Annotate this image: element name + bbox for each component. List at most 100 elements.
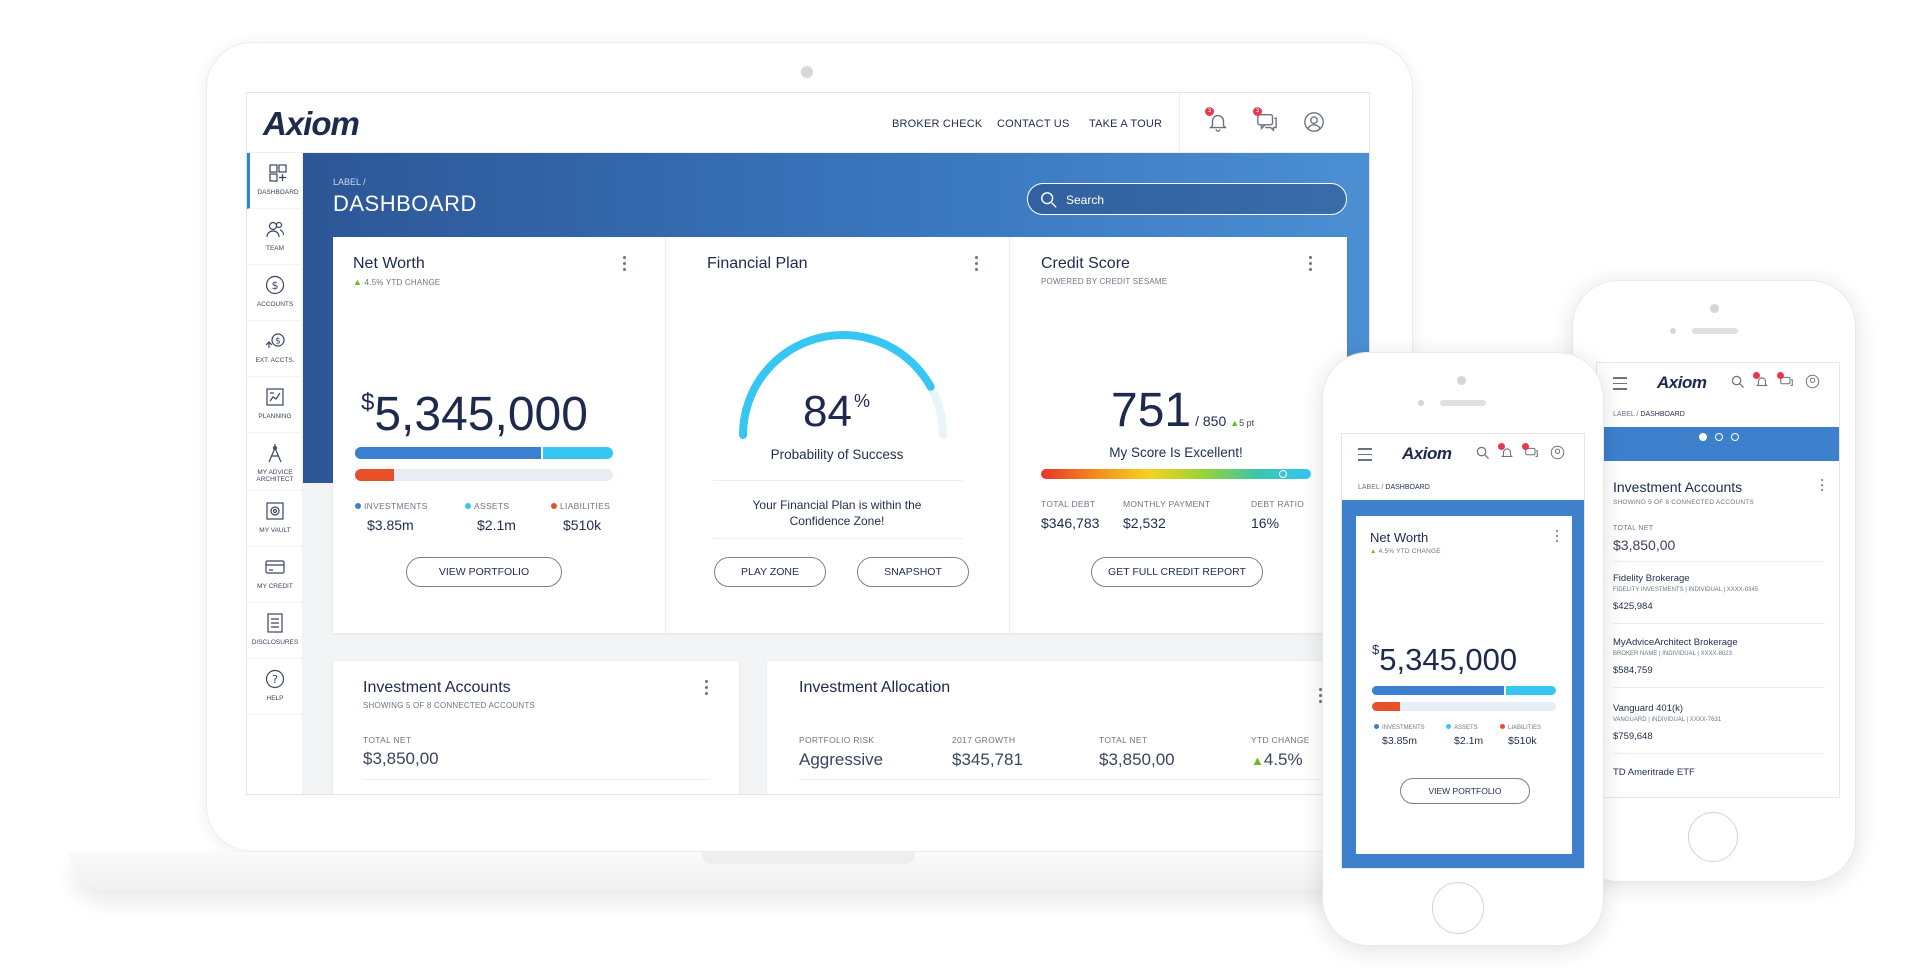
sidebar-label-disclosures: DISCLOSURES bbox=[251, 639, 299, 646]
plan-divider bbox=[713, 538, 963, 539]
sidebar-item-dashboard[interactable]: DASHBOARD bbox=[247, 153, 303, 209]
sidebar-item-credit[interactable]: MY CREDIT bbox=[247, 547, 303, 603]
mobile-net-worth-menu-icon[interactable] bbox=[1556, 530, 1560, 545]
mobile-breadcrumb[interactable]: LABEL / DASHBOARD bbox=[1358, 484, 1430, 491]
carousel-header bbox=[1597, 427, 1839, 461]
net-worth-assets-bar bbox=[355, 447, 613, 459]
messages-icon[interactable]: 3 bbox=[1253, 107, 1279, 135]
mobile-liabilities-bar bbox=[1372, 702, 1556, 711]
desktop-app-screen: Axiom BROKER CHECK CONTACT US TAKE A TOU… bbox=[246, 92, 1370, 795]
team-icon bbox=[266, 221, 285, 238]
account-row-myadvicearchitect[interactable]: MyAdviceArchitect Brokerage BROKER NAME … bbox=[1613, 637, 1738, 676]
top-bar: Axiom BROKER CHECK CONTACT US TAKE A TOU… bbox=[247, 93, 1369, 153]
carousel-dot[interactable] bbox=[1460, 846, 1468, 854]
sidebar-label-vault: MY VAULT bbox=[259, 527, 291, 534]
credit-score-value: 751/ 850 ▲5 pt bbox=[1111, 384, 1255, 437]
sidebar-item-disclosures[interactable]: DISCLOSURES bbox=[247, 603, 303, 659]
mobile-legend-assets: ASSETS $2.1m bbox=[1446, 724, 1483, 747]
sidebar-label-advice-architect: MY ADVICE ARCHITECT bbox=[256, 469, 294, 483]
sidebar-item-team[interactable]: TEAM bbox=[247, 209, 303, 265]
nav-contact-us[interactable]: CONTACT US bbox=[997, 118, 1070, 130]
sidebar-item-planning[interactable]: PLANNING bbox=[247, 377, 303, 433]
investment-accounts-menu-icon[interactable] bbox=[705, 680, 709, 698]
search-input[interactable]: Search bbox=[1027, 183, 1347, 215]
row-divider bbox=[1613, 561, 1825, 562]
phone-right-home-button bbox=[1688, 812, 1738, 862]
dashboard-icon bbox=[269, 164, 287, 182]
assets-dot bbox=[465, 503, 471, 509]
financial-plan-menu-icon[interactable] bbox=[975, 256, 979, 274]
mobile-logo[interactable]: Axiom bbox=[1402, 444, 1452, 463]
nav-take-a-tour[interactable]: TAKE A TOUR bbox=[1089, 118, 1163, 130]
sidebar-item-vault[interactable]: MY VAULT bbox=[247, 491, 303, 547]
get-credit-report-button[interactable]: GET FULL CREDIT REPORT bbox=[1091, 557, 1263, 587]
financial-plan-title: Financial Plan bbox=[707, 255, 808, 272]
user-avatar-icon[interactable] bbox=[1303, 111, 1327, 135]
view-portfolio-button[interactable]: VIEW PORTFOLIO bbox=[406, 557, 562, 587]
breadcrumb[interactable]: LABEL / bbox=[333, 177, 366, 187]
sidebar-nav: DASHBOARD TEAM $ ACCOUNTS $ EXT. ACCTS. … bbox=[247, 153, 303, 794]
logo[interactable]: Axiom bbox=[263, 105, 360, 142]
legend-assets: ASSETS $2.1m bbox=[465, 501, 545, 533]
mobile-legend-investments: INVESTMENTS $3.85m bbox=[1374, 724, 1425, 747]
search-icon[interactable] bbox=[1476, 446, 1490, 460]
credit-score-title: Credit Score bbox=[1041, 255, 1130, 272]
phone-front-home-button bbox=[1432, 882, 1484, 934]
sidebar-label-credit: MY CREDIT bbox=[257, 583, 293, 590]
notification-badge: 3 bbox=[1205, 107, 1214, 116]
phone-front-speaker bbox=[1440, 400, 1486, 406]
hamburger-menu-icon[interactable] bbox=[1358, 448, 1372, 461]
mobile-breadcrumb[interactable]: LABEL / DASHBOARD bbox=[1613, 411, 1685, 418]
sidebar-item-advice-architect[interactable]: MY ADVICE ARCHITECT bbox=[247, 433, 303, 491]
total-debt-stat: TOTAL DEBT $346,783 bbox=[1041, 499, 1100, 531]
legend-liabilities: LIABILITIES $510k bbox=[551, 501, 641, 533]
sidebar-item-help[interactable]: ? HELP bbox=[247, 659, 303, 715]
messages-icon[interactable] bbox=[1779, 375, 1794, 389]
mobile-net-worth-amount: $5,345,000 bbox=[1372, 642, 1518, 677]
sidebar-label-ext-accts: EXT. ACCTS. bbox=[255, 357, 295, 364]
credit-card-icon bbox=[265, 560, 285, 574]
search-icon[interactable] bbox=[1731, 375, 1745, 389]
account-row-vanguard[interactable]: Vanguard 401(k) VANGUARD | INDIVIDUAL | … bbox=[1613, 703, 1722, 742]
account-row-fidelity[interactable]: Fidelity Brokerage FIDELITY INVESTMENTS … bbox=[1613, 573, 1759, 612]
account-row-td-ameritrade[interactable]: TD Ameritrade ETF bbox=[1613, 767, 1695, 778]
svg-text:?: ? bbox=[272, 673, 278, 686]
carousel-dot-active[interactable] bbox=[1699, 433, 1707, 441]
mobile-total-net-value: $3,850,00 bbox=[1613, 537, 1676, 553]
investment-accounts-card: Investment Accounts SHOWING 5 OF 8 CONNE… bbox=[333, 661, 739, 794]
credit-score-menu-icon[interactable] bbox=[1309, 256, 1313, 274]
bell-icon[interactable]: 3 bbox=[1205, 107, 1231, 135]
svg-text:$: $ bbox=[275, 337, 281, 347]
carousel-dot[interactable] bbox=[1731, 433, 1739, 441]
portfolio-risk-stat: PORTFOLIO RISK Aggressive bbox=[799, 735, 884, 769]
net-worth-menu-icon[interactable] bbox=[623, 256, 627, 274]
carousel-dot-active[interactable] bbox=[1444, 846, 1452, 854]
carousel-dot[interactable] bbox=[1476, 846, 1484, 854]
play-zone-button[interactable]: PLAY ZONE bbox=[714, 557, 826, 587]
bell-icon[interactable] bbox=[1755, 375, 1769, 389]
mobile-view-portfolio-button[interactable]: VIEW PORTFOLIO bbox=[1400, 778, 1530, 804]
plan-divider bbox=[713, 480, 963, 481]
nav-broker-check[interactable]: BROKER CHECK bbox=[892, 118, 983, 130]
investment-allocation-menu-icon[interactable] bbox=[1319, 688, 1323, 706]
investment-accounts-sub: SHOWING 5 OF 8 CONNECTED ACCOUNTS bbox=[363, 701, 535, 710]
mobile-logo[interactable]: Axiom bbox=[1657, 373, 1707, 392]
snapshot-button[interactable]: SNAPSHOT bbox=[857, 557, 969, 587]
row-divider bbox=[1613, 753, 1825, 754]
probability-caption: Probability of Success bbox=[770, 447, 904, 462]
carousel-dot[interactable] bbox=[1715, 433, 1723, 441]
mobile-accounts-menu-icon[interactable] bbox=[1821, 479, 1825, 494]
architect-icon bbox=[268, 444, 282, 463]
user-avatar-icon[interactable] bbox=[1550, 445, 1565, 460]
credit-score-marker bbox=[1278, 470, 1287, 478]
phone-front-screen: Axiom LABEL / DASHBOARD Net Worth ▲ 4.5%… bbox=[1341, 433, 1585, 869]
search-icon bbox=[1041, 192, 1057, 208]
hamburger-menu-icon[interactable] bbox=[1613, 377, 1627, 390]
user-avatar-icon[interactable] bbox=[1805, 374, 1820, 389]
messages-icon[interactable] bbox=[1524, 446, 1539, 460]
bell-icon[interactable] bbox=[1500, 446, 1514, 460]
sidebar-item-accounts[interactable]: $ ACCOUNTS bbox=[247, 265, 303, 321]
mobile-net-worth-title: Net Worth bbox=[1370, 530, 1429, 545]
sidebar-label-accounts: ACCOUNTS bbox=[256, 301, 294, 308]
sidebar-item-ext-accts[interactable]: $ EXT. ACCTS. bbox=[247, 321, 303, 377]
